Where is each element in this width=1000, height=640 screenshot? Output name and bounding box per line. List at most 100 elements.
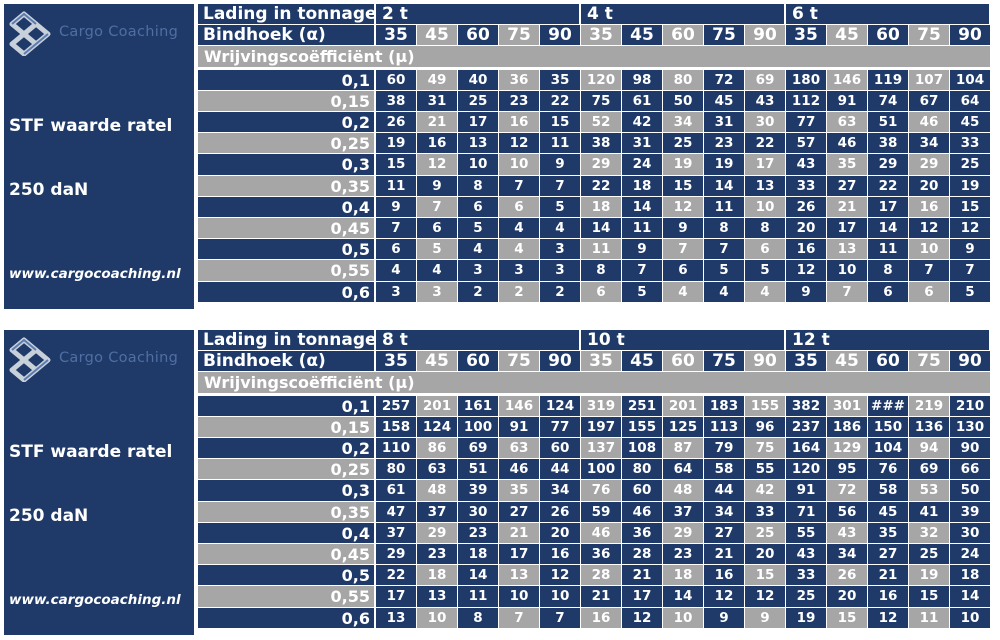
table-cell: 7 [499,175,539,196]
table-cell: 15 [909,586,949,607]
table-cell: 301 [827,395,867,416]
load-header: Lading in tonnage [198,330,374,351]
friction-value: 0,55 [198,586,374,607]
table-cell: 40 [458,69,498,90]
friction-value: 0,15 [198,416,374,437]
table-cell: 58 [868,480,908,501]
table-cell: 8 [458,175,498,196]
table-cell: 20 [540,522,580,543]
angle-cell: 45 [417,25,457,46]
table-cell: 34 [663,112,703,133]
table-cell: 8 [704,218,744,239]
table-cell: 19 [376,133,416,154]
angle-cell: 45 [417,351,457,372]
table-cell: 30 [458,501,498,522]
table-cell: 7 [704,239,744,260]
table-cell: 26 [376,112,416,133]
table-cell: 16 [909,196,949,217]
cargo-coaching-logo: Cargo Coaching [4,332,194,386]
table-cell: 11 [909,607,949,628]
table-cell: 23 [458,522,498,543]
table-cell: 15 [376,154,416,175]
table-cell: 47 [376,501,416,522]
side-panel: Cargo Coaching STF waarde ratel 250 daN www… [4,4,194,309]
table-cell: 16 [581,607,621,628]
table-cell: 51 [458,459,498,480]
load-group-header: 4 t [581,4,784,25]
angle-cell: 90 [540,351,580,372]
table-cell: 16 [786,239,826,260]
table-cell: 3 [458,260,498,281]
table-cell: 11 [376,175,416,196]
table-cell: 6 [376,239,416,260]
table-cell: 75 [745,438,785,459]
table-cell: 38 [581,133,621,154]
friction-value: 0,6 [198,281,374,302]
table-cell: 7 [827,281,867,302]
table-cell: 29 [663,522,703,543]
table-cell: 158 [376,416,416,437]
table-cell: 8 [745,218,785,239]
table-cell: 108 [622,438,662,459]
table-cell: 66 [950,459,990,480]
angle-cell: 75 [704,25,744,46]
table-cell: 91 [499,416,539,437]
table-cell: 37 [417,501,457,522]
cargo-coaching-logo: Cargo Coaching [4,6,194,60]
table-cell: 34 [827,544,867,565]
friction-value: 0,6 [198,607,374,628]
table-cell: 63 [417,459,457,480]
friction-value: 0,35 [198,175,374,196]
table-cell: 4 [499,218,539,239]
table-cell: 64 [663,459,703,480]
table-cell: 23 [704,133,744,154]
angle-cell: 90 [745,25,785,46]
table-cell: 86 [417,438,457,459]
table-cell: 18 [950,565,990,586]
table-cell: 46 [499,459,539,480]
table-cell: 124 [540,395,580,416]
table-cell: 201 [663,395,703,416]
table-cell: 22 [745,133,785,154]
table-cell: 35 [827,154,867,175]
table-cell: 15 [540,112,580,133]
table-cell: 4 [417,260,457,281]
table-cell: 36 [622,522,662,543]
table-cell: 19 [704,154,744,175]
friction-value: 0,15 [198,90,374,111]
friction-value: 0,25 [198,133,374,154]
table-cell: 12 [622,607,662,628]
table-cell: 42 [622,112,662,133]
table-cell: 14 [868,218,908,239]
table-cell: 11 [622,218,662,239]
table-cell: 11 [704,196,744,217]
table-cell: 17 [745,154,785,175]
table-cell: 16 [499,112,539,133]
load-group-header: 12 t [786,330,989,351]
table-cell: 10 [950,607,990,628]
table-cell: 11 [458,586,498,607]
table-cell: 23 [499,90,539,111]
table-cell: 17 [458,112,498,133]
table-cell: 9 [622,239,662,260]
table-cell: 13 [417,586,457,607]
table-cell: 80 [622,459,662,480]
table-cell: ### [868,395,908,416]
table-cell: 5 [458,218,498,239]
angle-cell: 35 [376,25,416,46]
table-cell: 13 [499,565,539,586]
table-cell: 35 [868,522,908,543]
angle-cell: 35 [786,351,826,372]
table-cell: 10 [499,586,539,607]
table-cell: 27 [868,544,908,565]
table-cell: 32 [909,522,949,543]
table-cell: 45 [704,90,744,111]
table-cell: 49 [417,69,457,90]
table-cell: 27 [704,522,744,543]
table-cell: 28 [581,565,621,586]
table-cell: 31 [704,112,744,133]
table-cell: 5 [745,260,785,281]
table-cell: 17 [376,586,416,607]
table-cell: 3 [540,260,580,281]
table-cell: 155 [745,395,785,416]
